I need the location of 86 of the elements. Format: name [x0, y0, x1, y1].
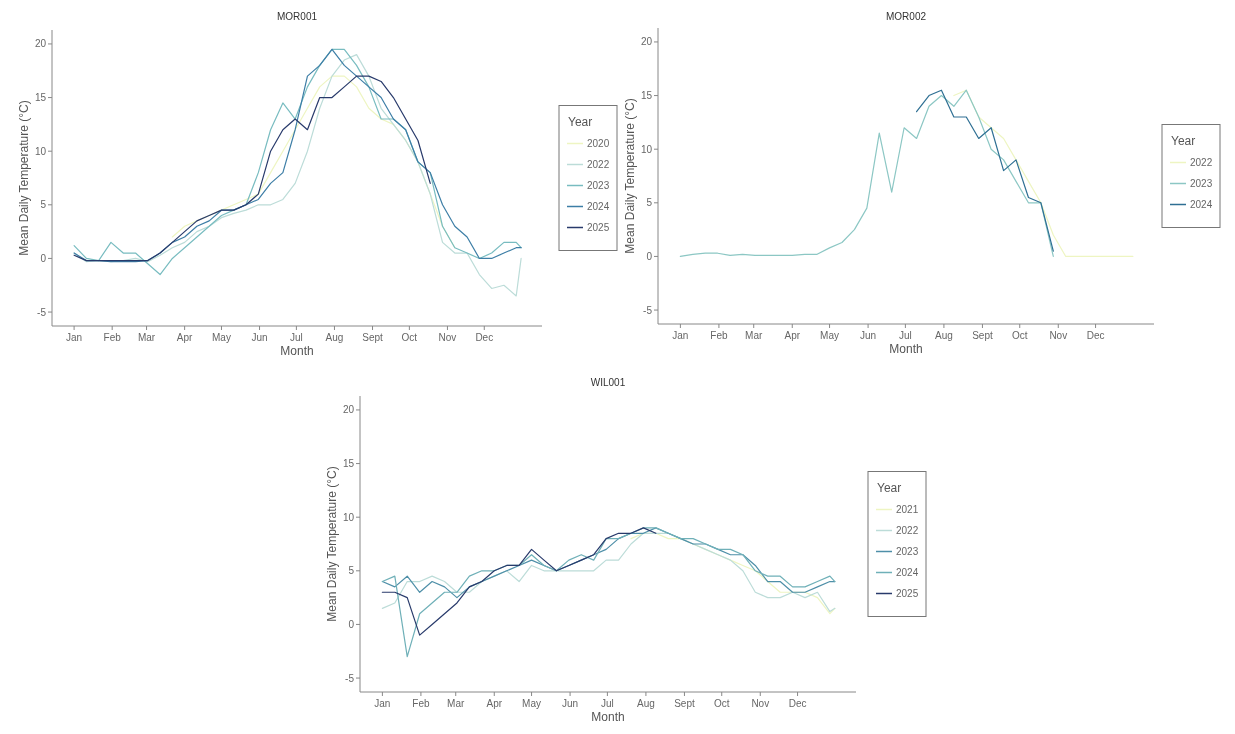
legend-label: 2022 [896, 525, 919, 536]
y-tick-label: 15 [640, 90, 653, 102]
x-tick-label: Feb [710, 330, 728, 341]
x-tick-label: Jan [66, 332, 83, 343]
line-series [953, 89, 1134, 258]
x-tick-label: May [820, 330, 839, 341]
y-tick-label: 10 [342, 511, 355, 523]
y-axis-title: Mean Daily Temperature (°C) [623, 98, 637, 254]
legend-label: 2024 [896, 567, 919, 578]
y-tick-label: 5 [646, 197, 653, 209]
y-tick-label: -5 [345, 672, 355, 684]
x-tick-label: Jun [860, 330, 877, 341]
line-series [679, 89, 1054, 258]
x-tick-label: Nov [751, 698, 770, 709]
x-tick-label: Apr [176, 332, 194, 343]
line-series [381, 532, 836, 613]
y-axis-title: Mean Daily Temperature (°C) [325, 466, 339, 622]
x-tick-label: Feb [412, 698, 430, 709]
x-tick-label: Oct [713, 698, 730, 709]
y-tick-label: 0 [646, 250, 653, 262]
legend-label: 2021 [896, 504, 919, 515]
y-tick-label: 5 [40, 199, 47, 211]
x-tick-label: Aug [325, 332, 344, 343]
x-tick-label: Apr [486, 698, 503, 709]
x-tick-label: Dec [788, 698, 807, 709]
x-tick-label: Apr [784, 330, 801, 341]
legend-label: 2023 [1190, 178, 1213, 189]
x-tick-label: May [212, 332, 231, 343]
y-tick-label: -5 [643, 304, 653, 316]
x-axis-title: Month [889, 342, 923, 356]
x-tick-label: Mar [447, 698, 465, 709]
x-tick-label: Jun [562, 698, 579, 709]
legend-label: 2022 [587, 159, 610, 170]
x-tick-label: Nov [1049, 330, 1068, 341]
legend-title: Year [568, 114, 593, 129]
chart-title: MOR001 [276, 11, 318, 22]
y-tick-label: 15 [34, 92, 47, 104]
y-tick-label: 20 [342, 404, 355, 416]
x-tick-label: Jul [600, 698, 614, 709]
x-tick-label: Oct [401, 332, 418, 343]
x-tick-label: Feb [103, 332, 122, 343]
chart-title: MOR002 [885, 11, 927, 22]
x-tick-label: Sept [674, 698, 695, 709]
legend-label: 2022 [1190, 157, 1213, 168]
x-axis-title: Month [280, 344, 314, 358]
x-tick-label: Jun [251, 332, 268, 343]
x-tick-label: Aug [935, 330, 953, 341]
legend-label: 2024 [1190, 199, 1213, 210]
x-tick-label: Jan [374, 698, 391, 709]
x-axis-title: Month [591, 710, 625, 724]
x-tick-label: Jan [672, 330, 689, 341]
legend-title: Year [877, 480, 902, 495]
y-tick-label: 10 [34, 145, 47, 157]
y-tick-label: -5 [37, 306, 47, 318]
x-tick-label: Jul [898, 330, 912, 341]
legend-label: 2023 [587, 180, 610, 191]
y-tick-label: 20 [34, 38, 47, 50]
y-tick-label: 20 [640, 36, 653, 48]
y-tick-label: 10 [640, 143, 653, 155]
line-series [381, 527, 836, 658]
chart-title: WIL001 [590, 377, 626, 388]
x-tick-label: Aug [637, 698, 655, 709]
legend-label: 2025 [587, 222, 610, 233]
line-series [915, 89, 1054, 252]
y-tick-label: 5 [348, 565, 355, 577]
y-axis-title: Mean Daily Temperature (°C) [17, 100, 31, 256]
x-tick-label: Sept [972, 330, 993, 341]
legend-label: 2024 [587, 201, 610, 212]
legend-label: 2020 [587, 138, 610, 149]
line-series [73, 75, 431, 262]
x-tick-label: Mar [745, 330, 763, 341]
x-tick-label: Jul [289, 332, 303, 343]
legend-label: 2023 [896, 546, 919, 557]
legend-label: 2025 [896, 588, 919, 599]
y-tick-label: 15 [342, 458, 355, 470]
y-tick-label: 0 [40, 252, 47, 264]
x-tick-label: Sept [362, 332, 384, 343]
x-tick-label: May [522, 698, 541, 709]
legend-title: Year [1171, 133, 1196, 148]
x-tick-label: Nov [438, 332, 457, 343]
y-tick-label: 0 [348, 618, 355, 630]
x-tick-label: Dec [475, 332, 494, 343]
line-series [381, 527, 657, 636]
x-tick-label: Oct [1011, 330, 1028, 341]
x-tick-label: Dec [1086, 330, 1105, 341]
x-tick-label: Mar [137, 332, 156, 343]
